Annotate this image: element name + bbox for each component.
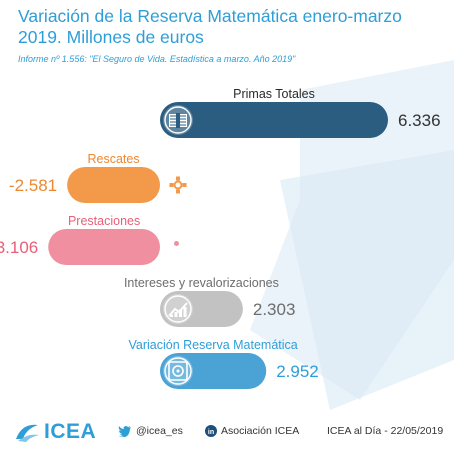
value-label: 6.336 xyxy=(398,111,441,130)
chart-subtitle: Informe nº 1.556: "El Seguro de Vida. Es… xyxy=(18,54,296,64)
twitter-handle: @icea_es xyxy=(136,425,183,437)
footer-date-text: ICEA al Día - 22/05/2019 xyxy=(327,425,444,437)
category-label: Primas Totales xyxy=(233,87,315,101)
value-label: 2.952 xyxy=(276,362,319,381)
twitter-icon xyxy=(118,426,131,437)
lifebuoy-icon xyxy=(163,170,193,200)
bar xyxy=(67,167,160,203)
safe-vault-icon xyxy=(163,356,193,386)
money-stack-icon xyxy=(163,105,193,135)
bar-chart: Primas Totales 6.336 Rescates -2.581 Prestac… xyxy=(0,87,441,389)
svg-text:in: in xyxy=(208,429,214,436)
bar xyxy=(48,229,160,265)
value-label: -3.106 xyxy=(0,238,38,257)
icea-logo: ICEA xyxy=(14,420,96,444)
bar xyxy=(160,102,388,138)
category-label: Intereses y revalorizaciones xyxy=(124,276,279,290)
category-label: Prestaciones xyxy=(68,214,140,228)
growth-chart-icon xyxy=(163,294,193,324)
category-label: Variación Reserva Matemática xyxy=(128,338,297,352)
chart-title: Variación de la Reserva Matemática enero… xyxy=(18,6,402,47)
footer-date: ICEA al Día - 22/05/2019 xyxy=(327,425,443,437)
value-label: -2.581 xyxy=(9,176,57,195)
category-label: Rescates xyxy=(88,152,140,166)
footer: ICEA @icea_es in Asociación ICEA ICEA al… xyxy=(0,412,454,452)
cash-hand-icon xyxy=(163,232,193,262)
icea-logo-icon xyxy=(16,424,39,442)
twitter-link[interactable]: @icea_es xyxy=(118,425,183,437)
linkedin-icon: in xyxy=(205,425,217,437)
linkedin-name: Asociación ICEA xyxy=(221,425,300,437)
value-label: 2.303 xyxy=(253,300,296,319)
linkedin-link[interactable]: in Asociación ICEA xyxy=(205,425,299,437)
logo-text: ICEA xyxy=(44,420,97,443)
bar xyxy=(160,291,243,327)
